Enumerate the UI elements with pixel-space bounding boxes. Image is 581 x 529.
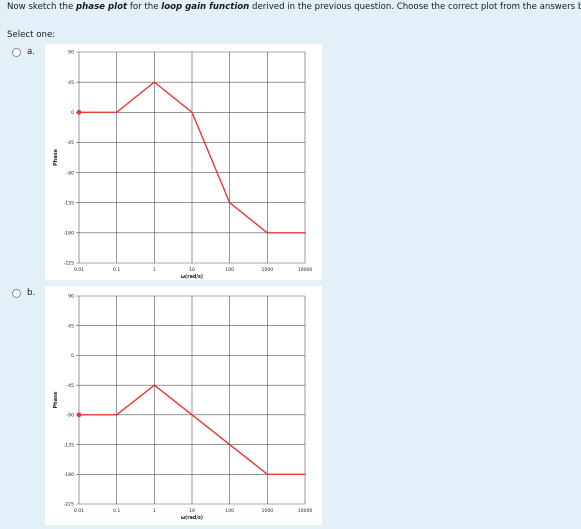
option-a-plot: 0.01 0.1 1 10 100 1000 10000 90 45 0 -45 -90 -135 -18… (45, 44, 322, 280)
chart-0-xtick-label: 0.1 (113, 267, 120, 273)
chart-1-data-point (115, 414, 118, 416)
chart-0-xtick-label: 0.01 (74, 267, 84, 273)
option-a[interactable]: a. (12, 47, 35, 57)
chart-1-data-point (266, 473, 269, 476)
chart-0-ytick-label: -90 (66, 170, 74, 176)
chart-1-ytick-label: -90 (66, 413, 74, 419)
select-one-label: Select one: (7, 30, 56, 40)
option-b-radio[interactable] (12, 288, 21, 298)
chart-0-xtick-label: 1 (153, 267, 156, 273)
chart-1-x-axis-label: ω(rad/s) (181, 515, 203, 521)
chart-1-ytick-label: -180 (64, 472, 75, 478)
chart-1-xtick-label: 10 (189, 508, 195, 514)
option-b-plot: 0.01 0.1 1 10 100 1000 10000 90 45 0 -45 -90 -135 -18… (45, 286, 322, 525)
phase-chart-b: 0.01 0.1 1 10 100 1000 10000 90 45 0 -45 -90 -135 -18… (53, 294, 313, 521)
option-b-letter: b. (27, 288, 36, 298)
chart-0-data-point (304, 232, 306, 234)
chart-1-ytick-label: -45 (66, 383, 74, 389)
question-emphasis-phase-plot: phase plot (76, 2, 128, 12)
chart-1-y-axis-label: Phase (53, 391, 59, 409)
chart-0-data-point (76, 109, 82, 115)
option-a-letter: a. (27, 47, 35, 57)
question-emphasis-loop-gain: loop gain function (161, 2, 250, 12)
chart-0-x-axis-label: ω(rad/s) (181, 274, 203, 280)
option-a-radio[interactable] (12, 47, 21, 57)
chart-1-xtick-label: 1 (153, 508, 156, 514)
chart-1-ytick-label: 45 (68, 323, 74, 329)
phase-chart-a: 0.01 0.1 1 10 100 1000 10000 90 45 0 -45 -90 -135 -18… (53, 50, 313, 280)
chart-0-ytick-label: -180 (64, 231, 75, 237)
chart-0-xtick-label: 10000 (298, 267, 313, 273)
chart-0-ytick-label: -45 (66, 140, 74, 146)
question-text-part: for the (127, 2, 162, 12)
chart-0-data-point (153, 81, 156, 83)
chart-1-ytick-label: -225 (64, 502, 75, 508)
chart-0-data-point (228, 201, 231, 204)
chart-1-xtick-label: 10000 (298, 508, 313, 514)
chart-1-xtick-label: 100 (225, 508, 234, 514)
chart-1-data-point (304, 473, 306, 476)
chart-1-ytick-label: -135 (64, 442, 75, 448)
chart-0-ytick-label: 0 (71, 110, 74, 116)
chart-0-y-axis-label: Phase (53, 148, 59, 166)
chart-0-data-point (191, 111, 193, 114)
option-b[interactable]: b. (12, 288, 35, 298)
question-text-part: Now sketch the (7, 2, 76, 12)
chart-0-xtick-label: 10 (189, 267, 195, 273)
chart-1-data-point (191, 414, 193, 416)
chart-0-ytick-label: -135 (64, 200, 75, 206)
chart-1-data-point (228, 443, 231, 446)
question-text-part: derived in the previous question. Choose… (249, 2, 581, 12)
chart-1-ytick-label: 0 (71, 353, 74, 359)
chart-1-xtick-label: 0.01 (74, 508, 84, 514)
chart-0-data-point (266, 232, 269, 234)
chart-1-xtick-label: 0.1 (113, 508, 120, 514)
chart-1-ytick-label: 90 (68, 294, 74, 300)
chart-1-data-point (153, 384, 156, 386)
question-text: Now sketch the phase plot for the loop g… (7, 2, 581, 13)
chart-1-data-point (76, 412, 82, 418)
chart-0-data-point (115, 111, 118, 114)
chart-0-xtick-label: 1000 (261, 267, 273, 273)
chart-0-xtick-label: 100 (225, 267, 234, 273)
chart-0-ytick-label: 90 (68, 50, 74, 56)
chart-0-ytick-label: 45 (68, 80, 74, 86)
chart-0-ytick-label: -225 (64, 261, 75, 267)
chart-1-xtick-label: 1000 (261, 508, 273, 514)
